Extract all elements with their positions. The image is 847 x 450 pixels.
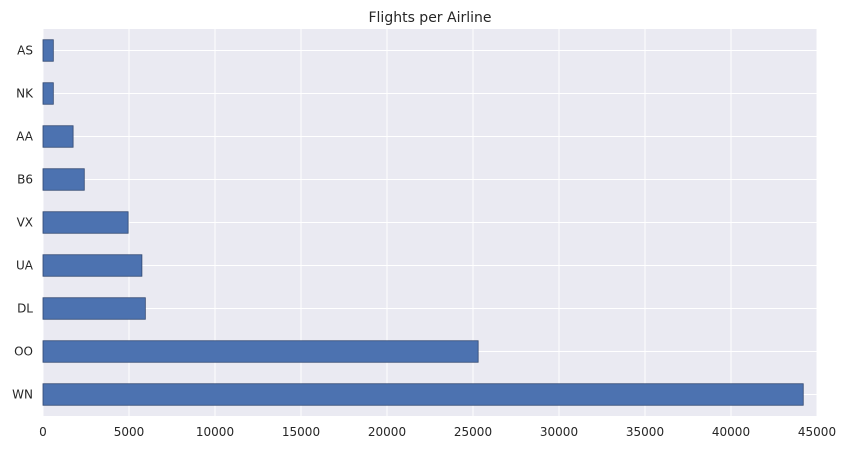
x-tick-label: 45000 [798,425,836,439]
y-tick-label: DL [17,302,33,316]
bar-dl [42,297,146,320]
bar-as [42,39,54,62]
bar-ua [42,254,143,277]
x-tick-label: 30000 [540,425,578,439]
y-tick-label: NK [16,87,34,101]
x-tick-label: 35000 [626,425,664,439]
y-tick-label: VX [17,216,33,230]
x-tick-label: 10000 [196,425,234,439]
x-tick-label: 0 [39,425,47,439]
y-tick-labels: AS NK AA B6 VX UA DL OO WN [12,44,34,402]
bar-aa [42,125,74,148]
x-tick-labels: 0 5000 10000 15000 20000 25000 30000 35000 40000… [39,425,836,439]
y-tick-label: AS [17,44,33,58]
y-tick-label: B6 [17,173,33,187]
x-tick-label: 20000 [368,425,406,439]
x-tick-label: 40000 [712,425,750,439]
bars [42,39,804,406]
bar-nk [42,82,54,105]
y-tick-label: WN [12,388,33,402]
bar-vx [42,211,129,234]
bar-wn [42,383,804,406]
bar-b6 [42,168,85,191]
y-tick-label: AA [16,130,34,144]
x-tick-label: 5000 [114,425,145,439]
chart-title: Flights per Airline [368,10,491,26]
y-tick-label: UA [16,259,34,273]
x-tick-label: 25000 [454,425,492,439]
y-tick-label: OO [14,345,33,359]
bar-oo [42,340,479,363]
x-tick-label: 15000 [282,425,320,439]
